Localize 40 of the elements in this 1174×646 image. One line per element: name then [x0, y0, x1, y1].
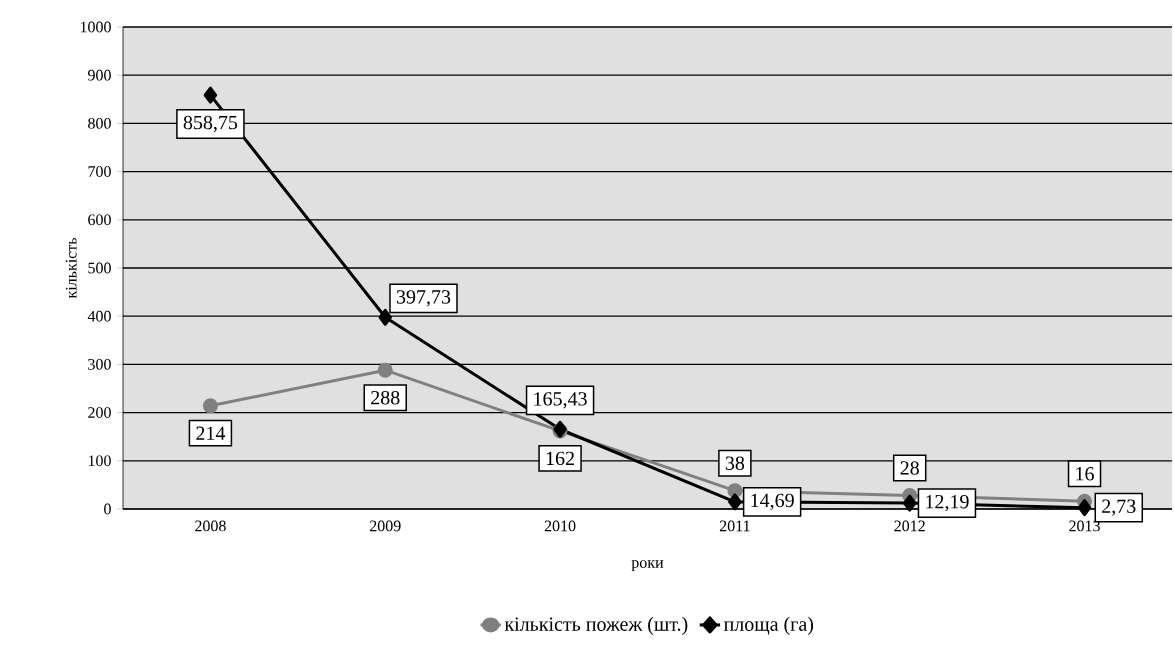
data-label: 397,73 — [396, 290, 451, 307]
data-label: 162 — [546, 451, 574, 466]
x-tick-label: 2009 — [369, 520, 401, 532]
point — [728, 493, 742, 511]
data-label: 38 — [725, 456, 745, 470]
y-tick-label: 400 — [87, 310, 111, 322]
x-axis-title: роки — [631, 560, 664, 572]
data-label: 214 — [196, 426, 226, 440]
y-tick-label: 200 — [88, 407, 111, 418]
data-label: 858,75 — [183, 115, 238, 133]
point — [1077, 499, 1092, 517]
data-label: 2,73 — [1102, 499, 1136, 516]
x-tick-label: 2010 — [544, 520, 576, 532]
data-label: 288 — [371, 390, 400, 405]
y-tick-label: 1000 — [80, 21, 111, 33]
legend-label: площа (га) — [723, 616, 814, 635]
point — [902, 494, 917, 512]
y-tick-label: 100 — [88, 455, 111, 467]
data-label: 28 — [900, 461, 919, 475]
y-tick-label: 500 — [88, 262, 111, 274]
y-tick-label: 300 — [88, 358, 111, 370]
data-label: 14,69 — [751, 493, 794, 511]
point — [378, 308, 392, 326]
y-tick-label: 800 — [88, 117, 111, 129]
point — [202, 398, 218, 414]
x-tick-label: 2011 — [719, 520, 750, 532]
y-axis-title: кількість — [65, 237, 77, 299]
data-label: 16 — [1076, 467, 1094, 481]
data-label: 12,19 — [926, 494, 969, 512]
y-tick-label: 900 — [87, 69, 111, 81]
y-tick-label: 600 — [88, 214, 111, 226]
point — [203, 86, 218, 104]
y-tick-label: 700 — [88, 166, 111, 177]
x-tick-label: 2012 — [894, 520, 925, 532]
point — [377, 362, 393, 378]
data-label: 165,43 — [534, 392, 587, 409]
x-tick-label: 2013 — [1069, 520, 1100, 532]
legend-label: кількість пожеж (шт.) — [504, 616, 688, 635]
y-tick-label: 0 — [104, 503, 111, 515]
x-tick-label: 2008 — [195, 520, 226, 532]
